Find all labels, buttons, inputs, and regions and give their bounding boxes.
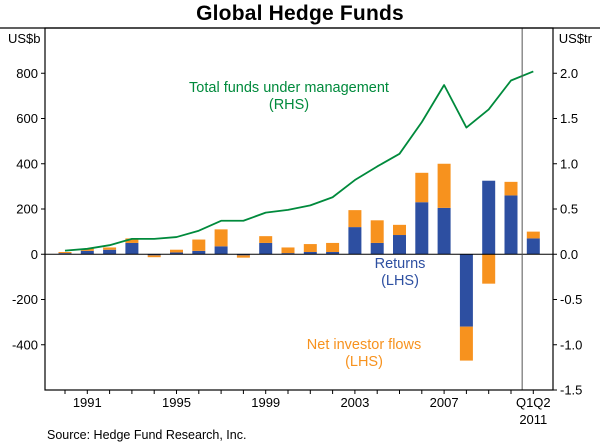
x-axis-tick-label: 1991 [73, 395, 102, 410]
bar-net-flows [526, 231, 540, 239]
right-axis-tick-label: 0.5 [560, 202, 578, 217]
right-axis-tick-label: 0.0 [560, 247, 578, 262]
x-axis-tick-label-year: 2011 [519, 412, 547, 427]
line-total-funds [64, 70, 534, 252]
x-axis-tick-label: 2007 [430, 395, 459, 410]
annotation-net-flows-line2: (LHS) [345, 354, 383, 370]
annotation-returns-line1: Returns [374, 256, 426, 272]
bar-net-flows [303, 244, 317, 252]
bar-returns [482, 180, 496, 255]
bar-net-flows [103, 247, 117, 250]
chart-title: Global Hedge Funds [196, 2, 404, 25]
x-axis-tick-label: 1995 [162, 395, 191, 410]
bar-returns [326, 251, 340, 255]
bar-returns [236, 254, 250, 256]
source-note: Source: Hedge Fund Research, Inc. [47, 428, 247, 442]
left-axis-unit-label: US$b [8, 31, 41, 46]
bar-returns [125, 242, 139, 255]
bar-returns [192, 250, 206, 255]
annotation-total-funds-line1: Total funds under management [189, 80, 389, 96]
bar-net-flows [214, 229, 228, 247]
right-axis-unit-label: US$tr [558, 31, 592, 46]
bar-net-flows [393, 224, 406, 236]
bar-net-flows [370, 220, 384, 243]
bar-net-flows [459, 326, 473, 361]
bar-net-flows [58, 251, 72, 254]
left-axis-tick-label: 800 [16, 66, 38, 81]
x-axis-tick-label: 1999 [251, 395, 280, 410]
bar-returns [170, 252, 183, 255]
bar-net-flows [125, 238, 139, 243]
bar-returns [370, 242, 384, 255]
annotation-total-funds: Total funds under management (RHS) [189, 80, 389, 114]
annotation-total-funds-line2: (RHS) [268, 97, 310, 113]
bar-returns [437, 207, 451, 255]
bar-net-flows [437, 163, 451, 208]
bar-net-flows [80, 248, 94, 251]
bar-net-flows [348, 210, 362, 228]
bar-net-flows [504, 181, 518, 196]
x-axis-tick-label: Q1Q2 [516, 395, 551, 410]
right-axis-tick-label: 2.0 [560, 66, 578, 81]
bar-returns [303, 251, 317, 255]
left-axis-tick-label: 600 [16, 111, 38, 126]
bar-returns [393, 235, 406, 255]
bar-net-flows [259, 236, 273, 243]
right-axis-tick-label: -1.5 [560, 383, 582, 398]
bar-returns [415, 202, 429, 255]
bar-returns [103, 249, 117, 255]
bar-returns [504, 195, 518, 255]
bar-returns [214, 246, 228, 255]
right-axis-tick-label: -1.0 [560, 337, 582, 352]
bar-returns [348, 227, 362, 255]
left-axis-tick-label: -400 [12, 337, 38, 352]
bar-net-flows [147, 255, 161, 258]
left-axis-tick-label: 0 [31, 247, 38, 262]
bar-returns [281, 253, 295, 255]
bar-returns [58, 253, 72, 255]
annotation-returns: Returns (LHS) [375, 256, 426, 290]
bar-net-flows [192, 239, 206, 251]
bar-returns [80, 250, 94, 255]
right-axis-tick-label: -0.5 [560, 292, 582, 307]
bar-returns [259, 242, 273, 255]
right-axis-tick-label: 1.0 [560, 156, 578, 171]
bar-net-flows [236, 255, 250, 258]
x-axis-tick-label: 2003 [340, 395, 369, 410]
annotation-returns-line2: (LHS) [381, 273, 419, 289]
bar-net-flows [415, 172, 429, 203]
right-axis-tick-label: 1.5 [560, 111, 578, 126]
annotation-net-flows: Net investor flows (LHS) [307, 337, 421, 371]
bar-net-flows [326, 242, 340, 252]
bar-returns [147, 254, 161, 256]
left-axis-tick-label: 200 [16, 202, 38, 217]
bar-net-flows [170, 249, 183, 253]
left-axis-tick-label: 400 [16, 156, 38, 171]
bar-net-flows [482, 254, 496, 284]
annotation-net-flows-line1: Net investor flows [306, 337, 422, 353]
left-axis-tick-label: -200 [12, 292, 38, 307]
bar-returns [526, 238, 540, 255]
bar-net-flows [281, 247, 295, 254]
bar-returns [459, 254, 473, 327]
